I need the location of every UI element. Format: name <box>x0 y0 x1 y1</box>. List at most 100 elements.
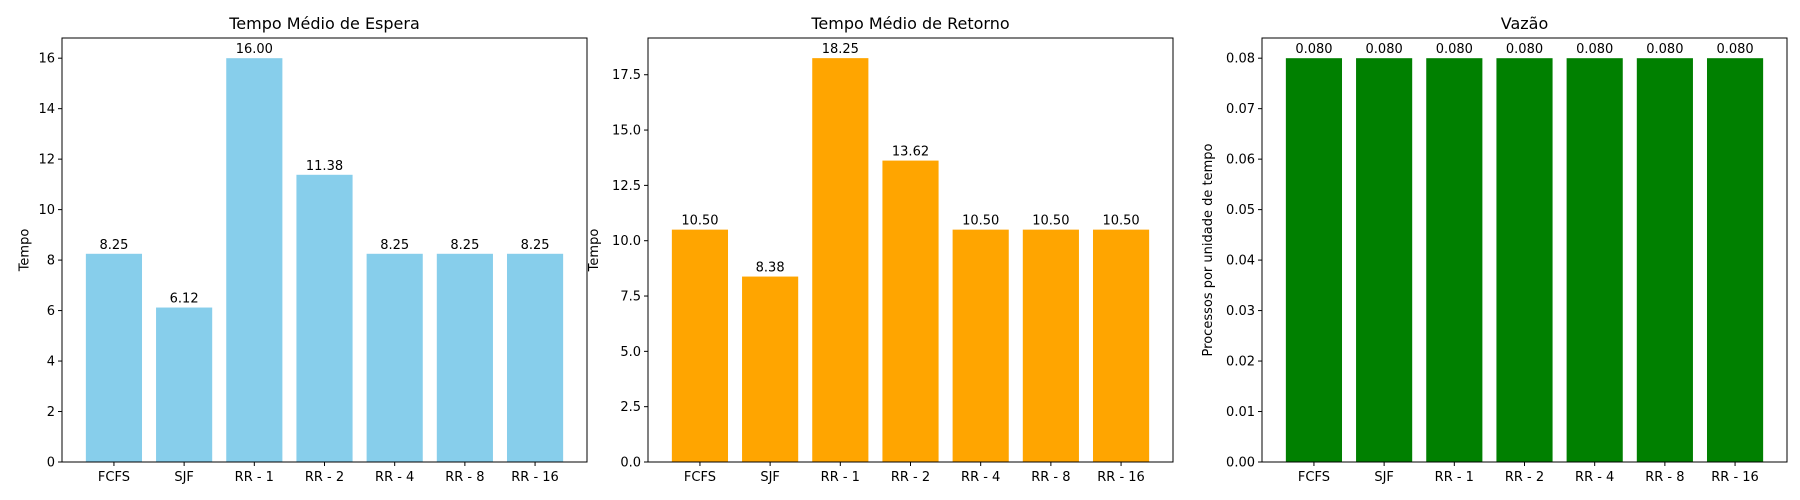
data-label: 10.50 <box>962 214 999 229</box>
bar <box>671 229 729 462</box>
x-tick-label: SJF <box>760 470 780 485</box>
x-tick-label: RR - 4 <box>961 470 1000 485</box>
data-label: 0.080 <box>1716 42 1753 57</box>
data-label: 8.25 <box>99 238 128 253</box>
y-tick-label: 0.00 <box>1226 456 1255 471</box>
data-label: 8.38 <box>756 261 785 276</box>
y-tick-label: 12 <box>38 153 55 168</box>
data-label: 0.080 <box>1506 42 1543 57</box>
data-label: 13.62 <box>892 145 929 160</box>
x-tick-label: RR - 1 <box>821 470 860 485</box>
data-label: 11.38 <box>306 159 343 174</box>
y-tick-label: 0.02 <box>1226 355 1255 370</box>
y-tick-label: 16 <box>38 52 55 67</box>
bar <box>1356 58 1413 462</box>
chart-title: Tempo Médio de Espera <box>228 14 420 33</box>
data-label: 0.080 <box>1646 42 1683 57</box>
chart-title: Vazão <box>1501 14 1549 33</box>
y-tick-label: 0.05 <box>1226 203 1255 218</box>
bar <box>812 58 869 462</box>
x-tick-label: RR - 1 <box>235 470 274 485</box>
data-label: 10.50 <box>1032 214 1069 229</box>
y-tick-label: 10 <box>38 203 55 218</box>
y-tick-label: 4 <box>47 355 55 370</box>
y-tick-label: 2.5 <box>620 400 641 415</box>
x-tick-label: RR - 2 <box>305 470 344 485</box>
x-tick-label: RR - 8 <box>445 470 484 485</box>
y-tick-label: 14 <box>38 102 55 117</box>
data-label: 0.080 <box>1576 42 1613 57</box>
y-tick-label: 0.04 <box>1226 254 1255 269</box>
chart-2: 10.50 8.38 18.25 13.62 10.50 10.50 10.50 FCFS SJ… <box>587 14 1174 485</box>
y-tick-label: 17.5 <box>612 68 641 83</box>
x-tick-label: RR - 8 <box>1645 470 1684 485</box>
x-tick-label: SJF <box>1374 470 1394 485</box>
x-tick-label: FCFS <box>684 470 716 485</box>
data-label: 8.25 <box>450 238 479 253</box>
data-label: 10.50 <box>1102 214 1139 229</box>
y-tick-label: 0.07 <box>1226 102 1255 117</box>
data-label: 0.080 <box>1295 42 1332 57</box>
y-tick-label: 2 <box>47 405 55 420</box>
chart-1: 8.25 6.12 16.00 11.38 8.25 8.25 8.25 FCFS SJF RR … <box>17 14 588 485</box>
bar <box>156 307 213 462</box>
bar <box>1706 58 1764 462</box>
y-tick-label: 6 <box>47 304 55 319</box>
bar <box>1092 229 1150 462</box>
bar <box>226 58 283 462</box>
y-axis-label: Tempo <box>17 229 32 273</box>
y-tick-label: 15.0 <box>612 124 641 139</box>
chart-title: Tempo Médio de Retorno <box>810 14 1009 33</box>
x-tick-label: RR - 4 <box>1575 470 1614 485</box>
data-label: 0.080 <box>1436 42 1473 57</box>
y-tick-label: 0 <box>47 456 55 471</box>
chart-3: 0.080 0.080 0.080 0.080 0.080 0.080 0.080 FCFS S… <box>1201 14 1788 485</box>
y-tick-label: 12.5 <box>612 179 641 194</box>
data-label: 18.25 <box>822 42 859 57</box>
bar <box>1636 58 1693 462</box>
y-tick-label: 0.0 <box>620 456 641 471</box>
data-label: 16.00 <box>236 42 273 57</box>
bar <box>1285 58 1343 462</box>
bar <box>742 276 799 462</box>
bar <box>882 160 939 462</box>
x-tick-label: RR - 16 <box>1711 470 1759 485</box>
x-tick-label: FCFS <box>98 470 130 485</box>
y-tick-label: 7.5 <box>620 290 641 305</box>
x-tick-label: RR - 2 <box>891 470 930 485</box>
bar <box>1022 229 1079 462</box>
y-axis-label: Processos por unidade de tempo <box>1201 144 1216 357</box>
x-tick-label: RR - 16 <box>1097 470 1145 485</box>
x-tick-label: FCFS <box>1298 470 1330 485</box>
bar <box>952 229 1009 462</box>
bar <box>366 253 423 462</box>
bar <box>506 253 564 462</box>
bar <box>1426 58 1483 462</box>
x-tick-label: RR - 16 <box>511 470 559 485</box>
bar <box>85 253 143 462</box>
x-tick-label: RR - 4 <box>375 470 414 485</box>
x-tick-label: RR - 8 <box>1031 470 1070 485</box>
y-tick-label: 10.0 <box>612 234 641 249</box>
y-axis-label: Tempo <box>587 229 602 273</box>
bar <box>1496 58 1553 462</box>
x-tick-label: SJF <box>174 470 194 485</box>
x-tick-label: RR - 2 <box>1505 470 1544 485</box>
y-tick-label: 0.08 <box>1226 52 1255 67</box>
bar <box>1566 58 1623 462</box>
chart-panels: 8.25 6.12 16.00 11.38 8.25 8.25 8.25 FCFS SJF RR … <box>17 14 1788 485</box>
y-tick-label: 0.01 <box>1226 405 1255 420</box>
x-tick-label: RR - 1 <box>1435 470 1474 485</box>
y-tick-label: 0.03 <box>1226 304 1255 319</box>
bar <box>296 174 353 463</box>
y-tick-label: 5.0 <box>620 345 641 360</box>
data-label: 6.12 <box>170 292 199 307</box>
data-label: 8.25 <box>521 238 550 253</box>
data-label: 8.25 <box>380 238 409 253</box>
bar <box>436 253 493 462</box>
y-tick-label: 0.06 <box>1226 153 1255 168</box>
data-label: 10.50 <box>681 214 718 229</box>
y-tick-label: 8 <box>47 254 55 269</box>
data-label: 0.080 <box>1366 42 1403 57</box>
